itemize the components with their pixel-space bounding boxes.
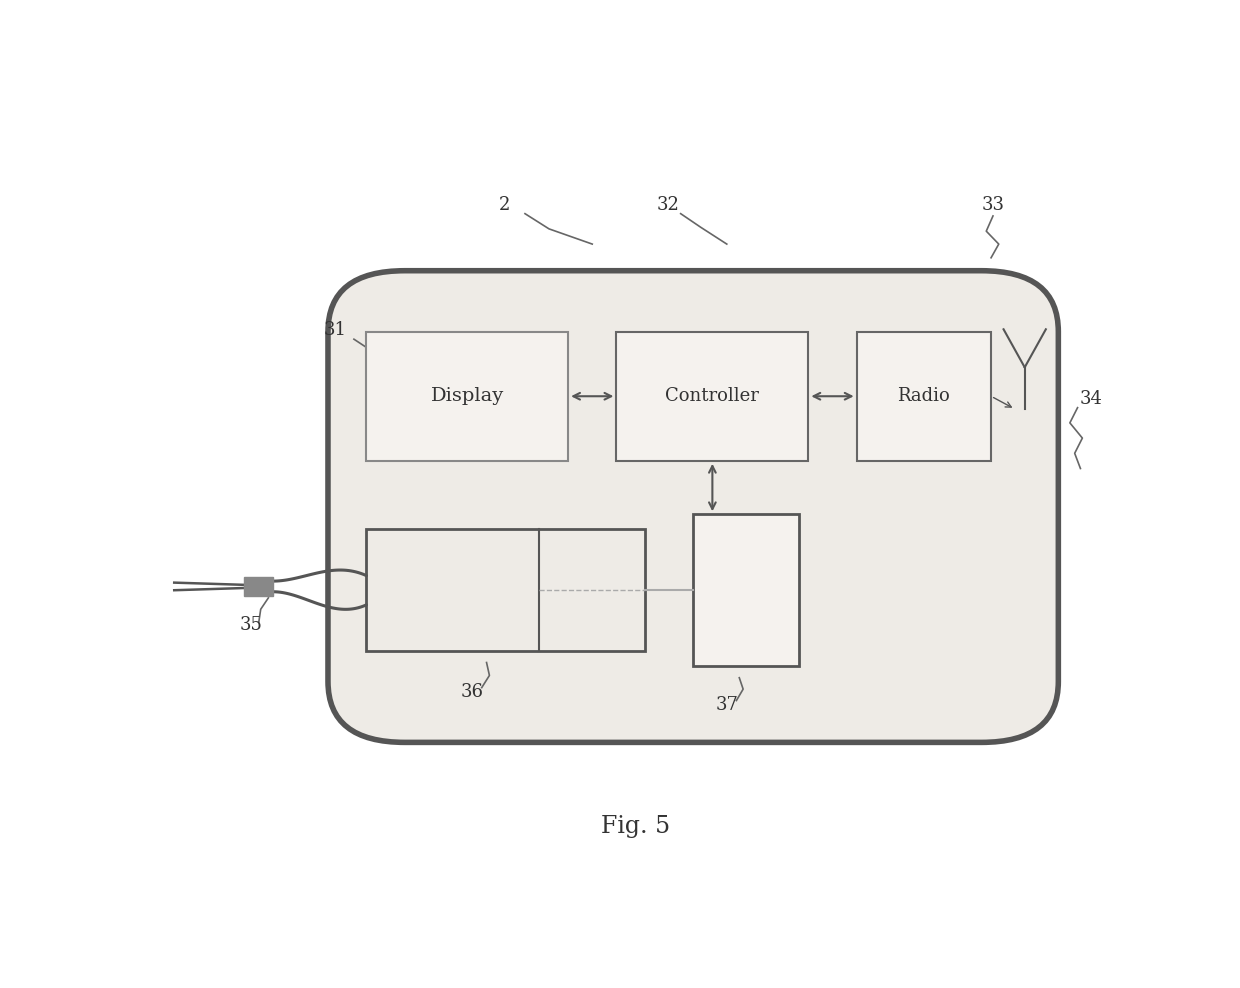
Text: Display: Display <box>430 387 503 405</box>
Text: 34: 34 <box>1080 390 1102 408</box>
FancyBboxPatch shape <box>857 332 991 460</box>
Text: 2: 2 <box>498 196 511 213</box>
Text: Fig. 5: Fig. 5 <box>601 814 670 838</box>
FancyBboxPatch shape <box>327 271 1058 742</box>
FancyBboxPatch shape <box>616 332 808 460</box>
Text: 35: 35 <box>239 616 263 633</box>
Text: 31: 31 <box>324 321 346 339</box>
Text: 36: 36 <box>460 683 484 700</box>
Text: 37: 37 <box>715 696 738 713</box>
Text: Radio: Radio <box>898 387 950 405</box>
Text: 33: 33 <box>982 196 1004 213</box>
FancyBboxPatch shape <box>367 332 568 460</box>
FancyBboxPatch shape <box>367 530 645 651</box>
Text: 32: 32 <box>657 196 680 213</box>
Bar <box>244 577 273 597</box>
Text: Controller: Controller <box>666 387 759 405</box>
FancyBboxPatch shape <box>693 514 799 666</box>
